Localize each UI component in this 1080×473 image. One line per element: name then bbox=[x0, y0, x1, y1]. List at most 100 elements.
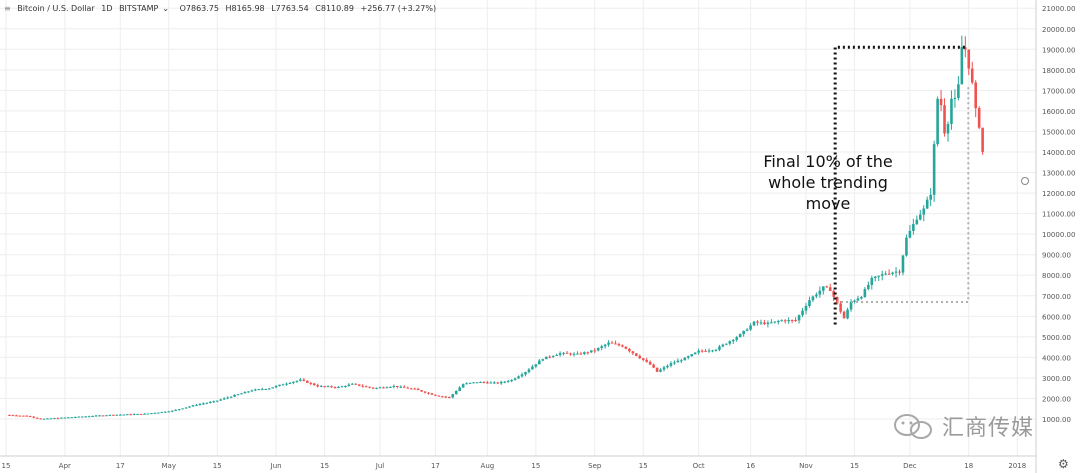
candle-body bbox=[382, 387, 385, 389]
candle-body bbox=[936, 98, 939, 145]
y-tick-label: 9000.00 bbox=[1042, 252, 1071, 260]
candle-body bbox=[101, 415, 105, 417]
x-tick-label: 17 bbox=[116, 462, 125, 470]
candle-body bbox=[600, 346, 603, 348]
candle-body bbox=[56, 418, 60, 420]
candle-body bbox=[873, 276, 877, 278]
candle-body bbox=[98, 415, 101, 417]
chevron-down-icon[interactable]: ⌄ bbox=[162, 4, 170, 13]
candle-body bbox=[808, 300, 811, 306]
candle-body bbox=[243, 391, 247, 394]
candle-body bbox=[766, 322, 770, 325]
candle-body bbox=[392, 385, 396, 387]
candle-body bbox=[236, 394, 240, 396]
candle-body bbox=[184, 407, 188, 409]
candle-body bbox=[531, 366, 534, 370]
candle-body bbox=[551, 355, 555, 357]
candle-body bbox=[209, 401, 212, 403]
candle-body bbox=[669, 363, 673, 366]
candle-body bbox=[326, 386, 330, 388]
candle-body bbox=[437, 395, 441, 397]
candle-body bbox=[548, 356, 552, 358]
y-tick-label: 16000.00 bbox=[1042, 108, 1075, 116]
candle-body bbox=[164, 411, 167, 413]
candle-body bbox=[880, 274, 884, 276]
candle-body bbox=[967, 49, 971, 69]
candle-body bbox=[558, 353, 562, 355]
candle-body bbox=[770, 322, 773, 324]
candle-body bbox=[229, 396, 233, 398]
x-tick-label: 17 bbox=[431, 462, 440, 470]
candle-body bbox=[278, 384, 281, 386]
candle-body bbox=[361, 385, 365, 387]
candle-body bbox=[240, 393, 243, 395]
candle-body bbox=[49, 418, 53, 420]
candle-body bbox=[943, 105, 946, 134]
candle-body bbox=[544, 356, 548, 360]
y-tick-label: 4000.00 bbox=[1042, 354, 1071, 362]
candle-body bbox=[385, 387, 389, 389]
candle-body bbox=[468, 382, 472, 384]
candle-body bbox=[499, 381, 503, 384]
candle-body bbox=[884, 273, 887, 275]
candle-body bbox=[697, 350, 700, 353]
candle-body bbox=[347, 384, 351, 386]
candle-body bbox=[441, 396, 444, 398]
candle-body bbox=[815, 294, 818, 297]
candle-body bbox=[863, 289, 867, 298]
candle-body bbox=[596, 347, 600, 351]
exchange-label[interactable]: BITSTAMP bbox=[119, 4, 159, 13]
y-tick-label: 13000.00 bbox=[1042, 170, 1075, 178]
candle-body bbox=[309, 382, 313, 384]
y-tick-label: 19000.00 bbox=[1042, 46, 1075, 54]
candle-body bbox=[894, 271, 898, 273]
candle-body bbox=[333, 387, 337, 389]
candle-body bbox=[721, 344, 725, 347]
candle-body bbox=[780, 320, 784, 322]
x-tick-label: Jul bbox=[375, 462, 385, 470]
candle-body bbox=[929, 194, 932, 200]
candle-body bbox=[257, 389, 261, 391]
candle-body bbox=[711, 350, 714, 352]
candle-body bbox=[15, 415, 18, 417]
annotation-text: Final 10% of the whole trending move bbox=[743, 151, 913, 214]
candle-body bbox=[953, 97, 957, 99]
symbol-name[interactable]: Bitcoin / U.S. Dollar bbox=[17, 4, 95, 13]
candle-body bbox=[759, 322, 763, 324]
candle-body bbox=[160, 411, 164, 413]
candle-body bbox=[198, 404, 202, 406]
y-tick-label: 7000.00 bbox=[1042, 293, 1071, 301]
candle-body bbox=[818, 290, 822, 295]
candle-body bbox=[915, 219, 919, 225]
candle-body bbox=[932, 144, 936, 195]
interval-label[interactable]: 1D bbox=[101, 4, 113, 13]
candle-body bbox=[226, 397, 229, 399]
candle-body bbox=[233, 395, 236, 397]
candle-body bbox=[946, 123, 950, 134]
candle-body bbox=[652, 364, 655, 368]
candle-body bbox=[728, 341, 732, 344]
open-value: O7863.75 bbox=[179, 4, 219, 13]
candle-body bbox=[811, 296, 815, 301]
candle-body bbox=[842, 311, 846, 319]
candle-body bbox=[420, 390, 423, 392]
high-value: H8165.98 bbox=[225, 4, 265, 13]
candle-body bbox=[458, 387, 461, 391]
y-tick-label: 17000.00 bbox=[1042, 87, 1075, 95]
candle-body bbox=[756, 321, 759, 323]
candle-body bbox=[673, 362, 676, 364]
gear-icon[interactable]: ⚙ bbox=[1058, 457, 1069, 471]
annotation-line-2: whole trending bbox=[768, 173, 888, 192]
candle-body bbox=[87, 416, 91, 418]
candle-body bbox=[693, 352, 697, 355]
candle-body bbox=[451, 394, 455, 398]
candle-body bbox=[139, 413, 143, 415]
candle-body bbox=[8, 414, 11, 416]
candle-body bbox=[541, 359, 545, 361]
candle-body bbox=[330, 386, 333, 388]
candle-body bbox=[725, 343, 728, 345]
candle-body bbox=[371, 387, 375, 389]
candle-body bbox=[202, 403, 205, 405]
candle-body bbox=[430, 393, 434, 395]
candle-body bbox=[94, 415, 98, 417]
